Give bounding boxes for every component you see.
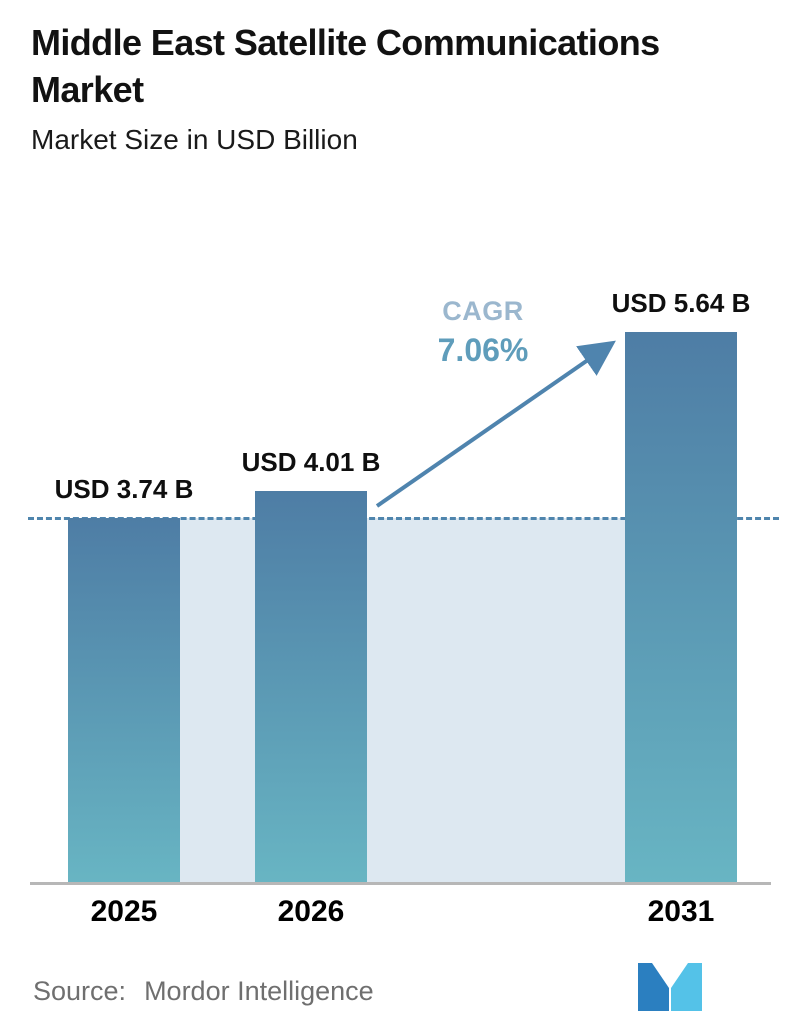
cagr-annotation: CAGR 7.06%: [398, 296, 568, 369]
chart-subtitle: Market Size in USD Billion: [31, 123, 358, 155]
source-attribution: Source: Mordor Intelligence: [33, 976, 763, 1007]
cagr-label: CAGR: [442, 296, 524, 326]
value-label-2025: USD 3.74 B: [54, 474, 194, 504]
x-tick-2031: 2031: [647, 895, 715, 928]
mordor-intelligence-logo: [638, 963, 702, 1011]
value-label-2026: USD 4.01 B: [241, 447, 381, 477]
bar-2025: [68, 518, 180, 883]
chart-title: Middle East Satellite Communications Mar…: [31, 22, 660, 110]
chart-header: Middle East Satellite Communications Mar…: [31, 20, 779, 156]
x-axis-line: [30, 882, 771, 885]
reference-dashed-line: [28, 517, 779, 520]
source-label: Source:: [33, 976, 127, 1006]
bar-2026: [255, 491, 367, 883]
bar-2031: [625, 332, 737, 883]
x-tick-2026: 2026: [277, 895, 345, 928]
value-label-2031: USD 5.64 B: [611, 288, 751, 318]
x-tick-2025: 2025: [90, 895, 158, 928]
source-name: Mordor Intelligence: [144, 976, 374, 1006]
cagr-value: 7.06%: [437, 332, 529, 368]
